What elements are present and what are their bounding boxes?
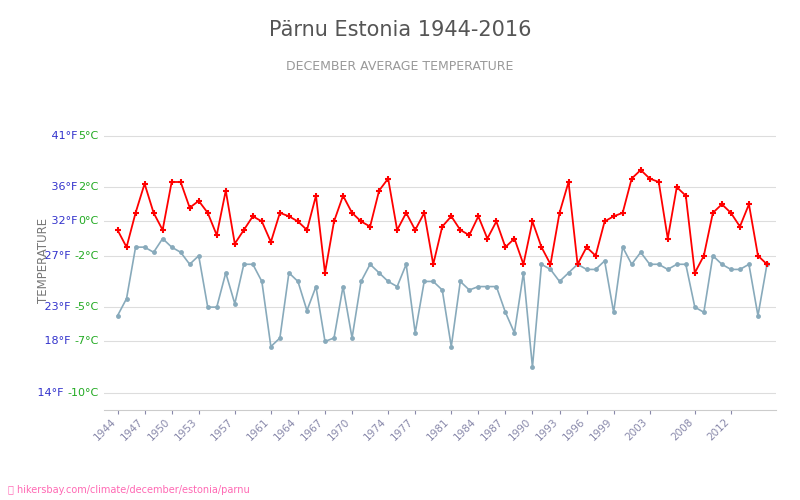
- Text: 2°C: 2°C: [78, 182, 98, 192]
- Text: -7°C: -7°C: [74, 336, 98, 346]
- Text: -2°C: -2°C: [74, 250, 98, 260]
- Text: 23°F: 23°F: [41, 302, 70, 312]
- Text: 14°F: 14°F: [34, 388, 64, 398]
- Text: -5°C: -5°C: [74, 302, 98, 312]
- Text: DECEMBER AVERAGE TEMPERATURE: DECEMBER AVERAGE TEMPERATURE: [286, 60, 514, 73]
- Text: Pärnu Estonia 1944-2016: Pärnu Estonia 1944-2016: [269, 20, 531, 40]
- Text: 📍 hikersbay.com/climate/december/estonia/parnu: 📍 hikersbay.com/climate/december/estonia…: [8, 485, 250, 495]
- Legend: NIGHT, DAY: NIGHT, DAY: [366, 495, 514, 500]
- Text: 27°F: 27°F: [41, 250, 70, 260]
- Text: 0°C: 0°C: [78, 216, 98, 226]
- Text: 36°F: 36°F: [48, 182, 78, 192]
- Text: 5°C: 5°C: [78, 130, 98, 140]
- Text: 41°F: 41°F: [48, 130, 78, 140]
- Text: -10°C: -10°C: [67, 388, 98, 398]
- Text: 32°F: 32°F: [48, 216, 78, 226]
- Text: TEMPERATURE: TEMPERATURE: [37, 218, 50, 302]
- Text: 18°F: 18°F: [41, 336, 70, 346]
